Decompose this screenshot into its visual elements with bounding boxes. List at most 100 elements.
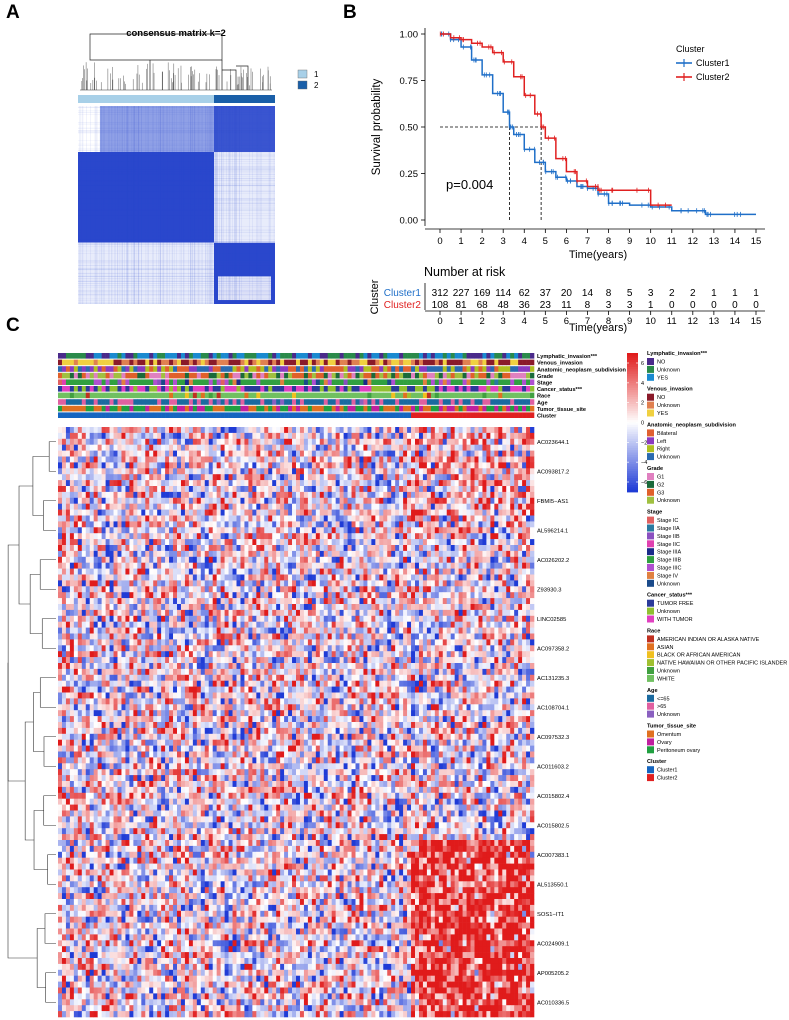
heatmap-cell [109, 503, 114, 510]
heatmap-cell [422, 515, 428, 522]
annotation-cell [510, 359, 515, 366]
heatmap-cell [486, 533, 491, 540]
annotation-cell [490, 399, 495, 405]
heatmap-cell [220, 491, 225, 499]
heatmap-cell [307, 497, 313, 504]
heatmap-cell [73, 450, 79, 457]
heatmap-cell [442, 456, 448, 463]
heatmap-cell [430, 515, 436, 522]
heatmap-cell [522, 486, 527, 493]
annotation-cell [268, 372, 273, 379]
heatmap-cell [252, 497, 257, 504]
heatmap-cell [264, 515, 269, 522]
heatmap-cell [434, 456, 440, 463]
heatmap-cell [248, 427, 253, 434]
annotation-cell [133, 386, 138, 392]
heatmap-cell [430, 480, 436, 487]
annotation-cell [224, 366, 229, 372]
annotation-cell [339, 399, 344, 405]
annotation-cell [272, 412, 277, 418]
heatmap-cell [502, 486, 507, 493]
annotation-cell [514, 386, 519, 392]
heatmap-cell [161, 438, 166, 445]
heatmap-cell [454, 509, 459, 516]
heatmap-cell [288, 468, 293, 475]
heatmap-cell [351, 491, 356, 499]
annotation-cell [177, 386, 182, 392]
annotation-cell [478, 366, 483, 372]
risk-value: 0 [711, 300, 717, 311]
heatmap-cell [462, 550, 467, 558]
heatmap-cell [153, 527, 158, 534]
risk-value: 0 [753, 300, 759, 311]
heatmap-cell [188, 545, 194, 552]
annotation-cell [502, 372, 507, 379]
heatmap-cell [454, 574, 459, 581]
annotation-cell [355, 399, 360, 405]
risk-value: 1 [648, 300, 654, 311]
heatmap-cell [303, 491, 309, 499]
heatmap-cell [216, 503, 221, 510]
heatmap-cell [216, 491, 221, 499]
heatmap-cell [363, 503, 368, 510]
annotation-cell [184, 405, 190, 412]
heatmap-cell [391, 539, 396, 546]
heatmap-cell [415, 497, 420, 504]
heatmap-cell [331, 456, 336, 463]
heatmap-cell [97, 497, 102, 504]
heatmap-cell [89, 545, 94, 552]
heatmap-cell [121, 521, 126, 528]
heatmap-cell [180, 432, 186, 440]
heatmap-cell [331, 468, 336, 475]
dendro-branch [44, 913, 56, 944]
heatmap-cell [486, 432, 491, 440]
heatmap-cell [117, 503, 122, 510]
heatmap-cell [121, 456, 126, 463]
heatmap-cell [165, 545, 170, 552]
heatmap-cell [113, 521, 118, 528]
heatmap-cell [438, 539, 444, 546]
annotation-cell [327, 386, 332, 392]
annotation-cell [89, 366, 94, 372]
heatmap-cell [359, 486, 364, 493]
heatmap-cell [518, 497, 523, 504]
annotation-cell [355, 366, 360, 372]
km-x-tick-label: 15 [751, 236, 762, 247]
heatmap-cell [129, 539, 134, 546]
heatmap-cell [97, 527, 102, 534]
heatmap-cell [514, 438, 519, 445]
heatmap-cell [379, 539, 384, 546]
heatmap-cell [375, 432, 380, 440]
heatmap-cell [434, 491, 440, 499]
annotation-cell [514, 379, 519, 385]
annotation-cell [311, 405, 317, 412]
heatmap-cell [490, 480, 495, 487]
heatmap-cell [109, 527, 114, 534]
heatmap-cell [77, 515, 83, 522]
heatmap-cell [418, 480, 424, 487]
heatmap-cell [478, 550, 483, 558]
heatmap-cell [125, 527, 130, 534]
heatmap-cell [430, 509, 436, 516]
annotation-cell [105, 366, 110, 372]
heatmap-cell [184, 521, 190, 528]
heatmap-cell [177, 497, 182, 504]
heatmap-cell [296, 450, 301, 457]
heatmap-cell [256, 574, 261, 581]
heatmap-cell [260, 450, 265, 457]
heatmap-cell [85, 562, 91, 569]
heatmap-cell [411, 497, 416, 504]
annotation-cell [470, 392, 475, 399]
heatmap-cell [137, 568, 142, 575]
heatmap-cell [327, 491, 332, 499]
heatmap-cell [510, 427, 515, 434]
heatmap-cell [109, 556, 114, 563]
heatmap-cell [212, 521, 217, 528]
heatmap-cell [438, 527, 444, 534]
annotation-cell [177, 392, 182, 399]
heatmap-cell [403, 533, 408, 540]
heatmap-cell [256, 550, 261, 558]
heatmap-cell [323, 474, 329, 481]
annotation-cell [117, 353, 122, 359]
heatmap-cell [97, 545, 102, 552]
